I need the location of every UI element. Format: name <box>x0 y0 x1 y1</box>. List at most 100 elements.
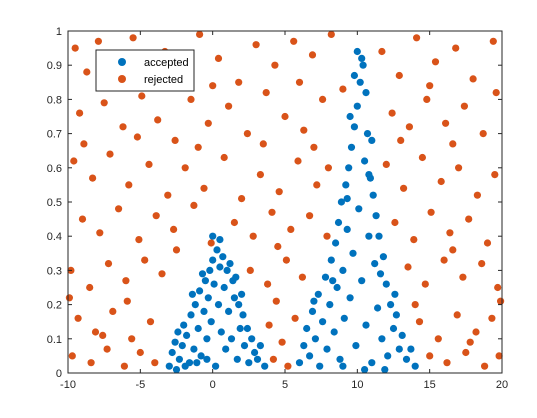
rejected-point-4 <box>129 34 137 42</box>
accepted-point-20 <box>207 318 215 326</box>
rejected-point-8 <box>196 30 204 38</box>
y-tick-label-3: 0.3 <box>47 265 62 277</box>
rejected-point-102 <box>494 283 502 292</box>
rejected-point-21 <box>452 44 460 52</box>
rejected-point-39 <box>405 123 413 131</box>
accepted-point-78 <box>339 266 347 274</box>
accepted-point-107 <box>384 352 392 360</box>
accepted-point-49 <box>172 366 181 374</box>
accepted-point-34 <box>227 335 236 343</box>
accepted-point-106 <box>382 280 390 288</box>
accepted-point-40 <box>239 311 247 319</box>
accepted-point-54 <box>216 236 224 244</box>
rejected-point-138 <box>295 78 304 86</box>
rejected-point-86 <box>483 239 492 247</box>
accepted-point-85 <box>349 249 357 257</box>
rejected-point-36 <box>300 126 308 134</box>
accepted-point-27 <box>217 328 225 336</box>
rejected-point-57 <box>294 157 302 165</box>
accepted-point-48 <box>261 362 269 370</box>
accepted-point-13 <box>196 287 204 295</box>
y-tick-label-4: 0.4 <box>47 231 62 243</box>
accepted-point-30 <box>222 345 230 353</box>
rejected-point-17 <box>378 47 386 56</box>
rejected-point-26 <box>119 123 127 131</box>
accepted-point-111 <box>395 345 403 353</box>
accepted-point-86 <box>350 123 358 131</box>
rejected-point-65 <box>473 191 481 199</box>
accepted-point-103 <box>375 232 383 240</box>
legend-label-rejected: rejected <box>144 74 183 86</box>
rejected-point-148 <box>99 331 107 339</box>
accepted-point-42 <box>243 324 251 333</box>
accepted-point-25 <box>214 301 223 309</box>
rejected-point-31 <box>204 119 212 127</box>
accepted-point-66 <box>316 362 324 370</box>
rejected-series <box>65 30 505 370</box>
rejected-point-24 <box>76 109 84 117</box>
accepted-point-41 <box>240 342 249 350</box>
rejected-point-101 <box>478 260 486 268</box>
accepted-point-55 <box>198 270 207 278</box>
accepted-point-51 <box>193 359 201 367</box>
rejected-point-143 <box>65 294 73 302</box>
rejected-point-107 <box>146 318 155 326</box>
accepted-point-117 <box>358 54 366 63</box>
rejected-point-58 <box>313 181 321 189</box>
y-tick-label-6: 0.6 <box>47 163 62 175</box>
rejected-point-72 <box>170 225 178 233</box>
rejected-point-125 <box>443 359 451 367</box>
accepted-point-88 <box>353 102 361 110</box>
accepted-point-98 <box>368 359 376 367</box>
rejected-point-134 <box>397 136 405 144</box>
accepted-point-47 <box>256 342 264 350</box>
rejected-point-133 <box>310 143 318 151</box>
accepted-point-92 <box>359 61 367 69</box>
y-tick-label-10: 1 <box>56 26 62 38</box>
accepted-point-83 <box>346 294 354 302</box>
rejected-point-0 <box>71 44 79 52</box>
accepted-point-118 <box>350 71 358 80</box>
rejected-point-60 <box>382 160 390 168</box>
accepted-series <box>165 47 419 374</box>
accepted-point-5 <box>178 342 186 350</box>
accepted-point-31 <box>223 266 231 274</box>
accepted-point-69 <box>323 345 331 353</box>
rejected-point-82 <box>410 236 418 244</box>
rejected-point-84 <box>446 229 454 237</box>
accepted-point-96 <box>365 232 373 240</box>
accepted-point-68 <box>321 273 330 281</box>
rejected-point-47 <box>106 150 114 158</box>
rejected-point-122 <box>269 355 277 363</box>
accepted-point-44 <box>248 335 256 343</box>
accepted-point-113 <box>402 355 411 363</box>
rejected-point-118 <box>103 345 111 353</box>
y-tick-label-5: 0.5 <box>47 197 62 209</box>
accepted-point-52 <box>203 355 211 363</box>
rejected-point-140 <box>172 246 181 254</box>
rejected-point-9 <box>214 54 223 63</box>
accepted-point-57 <box>188 290 196 298</box>
rejected-point-66 <box>491 171 499 179</box>
rejected-point-135 <box>449 140 457 148</box>
accepted-point-19 <box>206 266 214 274</box>
rejected-point-74 <box>207 239 215 247</box>
rejected-point-71 <box>152 212 160 220</box>
rejected-point-44 <box>492 89 500 97</box>
accepted-point-99 <box>369 191 377 199</box>
rejected-point-91 <box>141 256 149 264</box>
rejected-point-95 <box>282 256 290 264</box>
accepted-point-50 <box>181 362 189 370</box>
rejected-point-144 <box>123 297 131 305</box>
y-tick-label-7: 0.7 <box>47 129 62 141</box>
rejected-point-90 <box>122 277 130 285</box>
x-tick-label-3: 5 <box>282 379 288 391</box>
rejected-point-129 <box>80 140 88 148</box>
rejected-point-14 <box>308 51 317 59</box>
accepted-point-121 <box>368 136 376 144</box>
rejected-point-98 <box>421 280 429 288</box>
accepted-point-129 <box>361 366 369 374</box>
rejected-point-48 <box>125 181 133 189</box>
accepted-point-32 <box>225 307 233 315</box>
